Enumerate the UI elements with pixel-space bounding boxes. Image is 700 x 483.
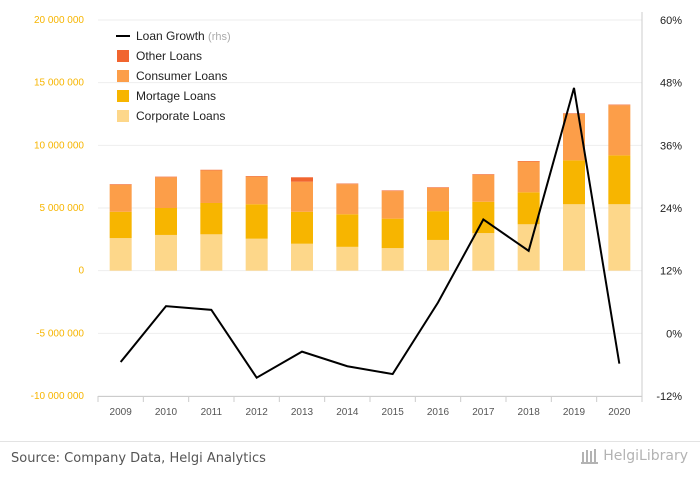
bar-segment-mortage-loans xyxy=(427,211,449,240)
bar-segment-other-loans xyxy=(517,161,540,162)
bar-segment-consumer-loans xyxy=(200,170,223,203)
right-axis-tick-label: 36% xyxy=(660,140,682,152)
library-logo-icon xyxy=(581,449,599,464)
bar-segment-corporate-loans xyxy=(245,238,268,271)
bar-segment-mortage-loans xyxy=(109,211,132,239)
x-axis-tick-label: 2019 xyxy=(563,407,586,418)
bar-segment-mortage-loans xyxy=(608,155,631,205)
source-note: Source: Company Data, Helgi Analytics xyxy=(11,451,266,466)
bar-segment-other-loans xyxy=(291,177,313,182)
x-axis-tick-label: 2018 xyxy=(518,407,541,418)
bar-segment-corporate-loans xyxy=(109,238,132,271)
bar-segment-consumer-loans xyxy=(109,184,132,212)
footer-divider xyxy=(0,441,700,442)
x-axis-tick-label: 2011 xyxy=(201,407,223,418)
helgi-library-logo: HelgiLibrary xyxy=(580,447,688,465)
bar-segment-consumer-loans xyxy=(608,105,631,156)
bar-segment-other-loans xyxy=(608,104,631,106)
bar-segment-corporate-loans xyxy=(291,243,313,271)
bar-segment-other-loans xyxy=(336,183,359,185)
legend-label-mortage-loans: Mortage Loans xyxy=(136,89,216,103)
bar-segment-consumer-loans xyxy=(155,177,177,208)
bar-segment-other-loans xyxy=(563,113,585,114)
bar-segment-mortage-loans xyxy=(563,160,585,205)
x-axis-tick-label: 2015 xyxy=(382,407,405,418)
bar-segment-mortage-loans xyxy=(245,204,268,239)
bar-segment-consumer-loans xyxy=(245,176,268,205)
left-axis-tick-label: 10 000 000 xyxy=(34,140,84,151)
x-axis-tick-label: 2009 xyxy=(110,407,133,418)
x-axis-tick-label: 2013 xyxy=(291,407,314,418)
bar-segment-consumer-loans xyxy=(427,187,449,212)
bar-segment-other-loans xyxy=(109,184,132,185)
right-axis-tick-label: -12% xyxy=(656,391,682,403)
bar-segment-consumer-loans xyxy=(336,184,359,215)
right-axis-tick-label: 60% xyxy=(660,15,682,27)
bar-segment-corporate-loans xyxy=(200,234,223,271)
bar-segment-consumer-loans xyxy=(472,174,495,202)
x-axis-tick-label: 2012 xyxy=(246,407,269,418)
bar-segment-corporate-loans xyxy=(427,239,449,271)
legend-label-other-loans: Other Loans xyxy=(136,49,202,63)
bar-segment-mortage-loans xyxy=(472,201,495,234)
x-axis-tick-label: 2016 xyxy=(427,407,450,418)
x-axis-tick-label: 2010 xyxy=(155,407,178,418)
bar-segment-consumer-loans xyxy=(381,191,404,219)
bar-segment-consumer-loans xyxy=(517,161,540,193)
bar-segment-corporate-loans xyxy=(608,204,631,271)
left-axis-tick-label: 15 000 000 xyxy=(34,78,84,89)
left-axis-tick-label: -5 000 000 xyxy=(36,328,84,339)
left-axis-tick-label: 0 xyxy=(78,266,84,277)
legend-label-corporate-loans: Corporate Loans xyxy=(136,109,225,123)
bar-segment-corporate-loans xyxy=(563,204,585,271)
bar-segment-mortage-loans xyxy=(155,208,177,235)
left-axis-tick-label: 5 000 000 xyxy=(40,203,85,214)
bar-segment-consumer-loans xyxy=(291,181,313,212)
bar-segment-other-loans xyxy=(200,169,223,171)
legend-swatch-other-loans xyxy=(117,50,129,62)
bar-segment-other-loans xyxy=(381,190,404,192)
right-axis-tick-label: 24% xyxy=(660,203,682,215)
bar-segment-mortage-loans xyxy=(517,192,540,225)
x-axis-tick-label: 2020 xyxy=(608,407,631,418)
bar-segment-mortage-loans xyxy=(200,202,223,235)
right-axis-tick-label: 12% xyxy=(660,266,682,278)
bar-segment-other-loans xyxy=(472,174,495,175)
right-axis-tick-label: 48% xyxy=(660,78,682,90)
bar-segment-corporate-loans xyxy=(336,246,359,271)
left-axis-tick-label: -10 000 000 xyxy=(31,391,85,402)
brand-name: HelgiLibrary xyxy=(603,448,688,464)
x-axis-tick-label: 2014 xyxy=(336,407,359,418)
legend-swatch-consumer-loans xyxy=(117,70,129,82)
right-axis-tick-label: 0% xyxy=(666,328,682,340)
bar-segment-other-loans xyxy=(427,187,449,188)
bar-segment-mortage-loans xyxy=(336,214,359,247)
loans-chart: 20 000 000 15 000 000 10 000 000 5 000 000 0… xyxy=(31,12,682,418)
legend-label-loan-growth: Loan Growth (rhs) xyxy=(136,29,231,43)
bar-segment-corporate-loans xyxy=(472,233,495,271)
loan-growth-line xyxy=(119,87,621,380)
bar-segment-mortage-loans xyxy=(381,218,404,249)
legend-swatch-mortage-loans xyxy=(117,90,129,102)
bar-segment-corporate-loans xyxy=(155,234,177,271)
legend-swatch-corporate-loans xyxy=(117,110,129,122)
bar-segment-other-loans xyxy=(155,176,177,178)
left-axis-tick-label: 20 000 000 xyxy=(34,15,84,26)
bar-segment-mortage-loans xyxy=(291,211,313,244)
bar-segment-other-loans xyxy=(245,176,268,177)
legend-label-consumer-loans: Consumer Loans xyxy=(136,69,227,83)
bar-segment-corporate-loans xyxy=(381,248,404,271)
x-axis-tick-label: 2017 xyxy=(472,407,495,418)
